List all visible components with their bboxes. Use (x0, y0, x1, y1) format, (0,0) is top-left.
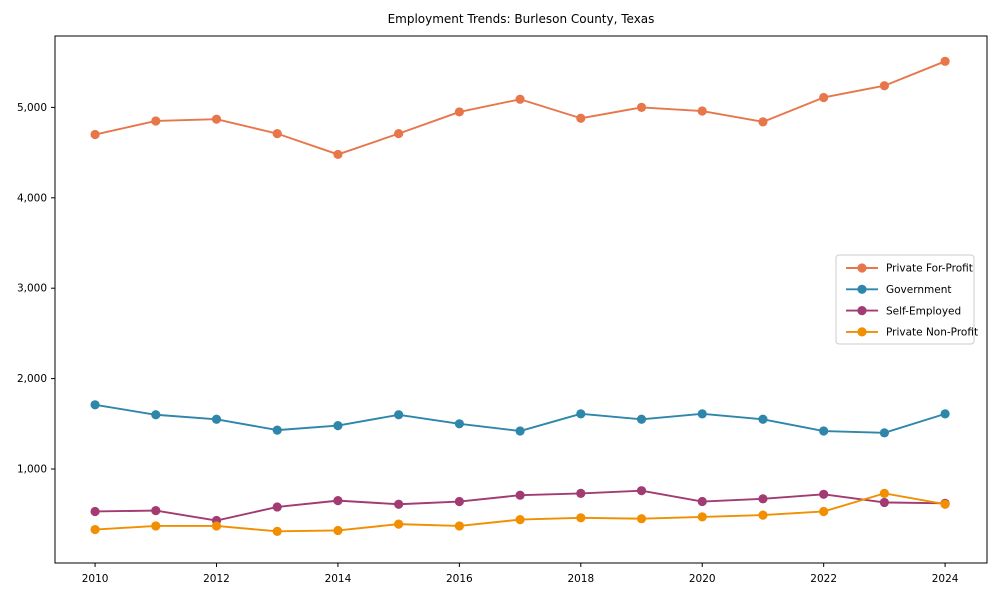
legend-label: Private Non-Profit (886, 327, 978, 339)
data-point (576, 488, 586, 498)
legend-label: Self-Employed (886, 305, 961, 317)
legend-box (835, 254, 975, 345)
legend-label: Private For-Profit (886, 263, 973, 275)
data-point (879, 81, 889, 91)
x-axis-tick-label: 2014 (325, 573, 352, 585)
data-point (819, 506, 829, 517)
data-point (697, 496, 707, 507)
data-point (758, 117, 768, 127)
legend: Private For-Profit Government Self-Employe… (835, 254, 978, 345)
data-point (576, 409, 586, 419)
data-point (758, 494, 768, 504)
data-point (333, 496, 343, 506)
data-point (394, 410, 404, 420)
y-axis-tick-label: 4,000 (17, 192, 47, 204)
x-axis-tick-label: 2024 (932, 573, 959, 585)
data-point (758, 414, 768, 424)
series-line-private-for-profit (94, 60, 947, 156)
data-point (758, 510, 768, 520)
data-point (454, 521, 464, 531)
data-point (697, 512, 707, 522)
data-point (394, 519, 404, 529)
y-axis-tick-label: 2,000 (17, 373, 47, 385)
plot-area: 1,000 2,000 3,000 4,000 5,000 2010 2012 2014 201… (17, 35, 988, 585)
data-point (333, 421, 343, 431)
data-point (879, 497, 889, 508)
data-point (90, 506, 100, 517)
data-point (90, 524, 100, 535)
data-point (515, 426, 525, 436)
legend-item: Government (846, 284, 951, 296)
x-axis-tick-label: 2022 (810, 573, 837, 585)
data-point (515, 490, 525, 500)
x-axis-tick-label: 2018 (567, 573, 594, 585)
data-point (151, 410, 161, 420)
legend-marker (857, 306, 867, 316)
x-axis-tick-label: 2010 (82, 573, 109, 585)
data-point (940, 409, 950, 419)
legend-item: Self-Employed (846, 305, 961, 317)
data-point (636, 514, 647, 524)
data-point (636, 102, 647, 113)
data-point (576, 513, 586, 523)
legend-marker (857, 284, 867, 294)
data-point (940, 499, 950, 509)
data-point (879, 428, 889, 438)
data-point (576, 113, 586, 123)
data-point (151, 521, 161, 531)
data-point (515, 515, 525, 525)
x-axis-tick-label: 2012 (203, 573, 230, 585)
plot-border (54, 35, 988, 564)
data-point (211, 521, 222, 531)
data-point (90, 400, 100, 410)
y-axis-tick-label: 5,000 (17, 102, 47, 114)
data-point (272, 502, 282, 512)
legend-marker (857, 263, 867, 273)
data-point (454, 496, 464, 507)
data-point (819, 92, 829, 103)
data-point (333, 525, 343, 536)
y-axis-tick-label: 1,000 (17, 463, 47, 475)
data-point (151, 116, 161, 126)
data-point (940, 56, 950, 66)
data-point (879, 488, 889, 498)
data-point (454, 419, 464, 429)
legend-item: Private For-Profit (846, 263, 973, 275)
data-point (272, 526, 282, 536)
data-point (394, 499, 404, 509)
data-point (636, 486, 647, 496)
data-point (697, 409, 707, 419)
chart-title: Employment Trends: Burleson County, Texa… (388, 12, 655, 26)
legend-marker (857, 327, 867, 337)
data-point (211, 414, 222, 424)
data-point (454, 107, 464, 117)
data-point (272, 129, 282, 139)
legend-item: Private Non-Profit (846, 327, 978, 339)
data-point (819, 426, 829, 436)
data-point (819, 489, 829, 499)
data-point (515, 94, 525, 104)
data-point (636, 414, 647, 424)
y-axis-tick-label: 3,000 (17, 283, 47, 295)
data-point (394, 129, 404, 139)
x-axis-tick-label: 2020 (689, 573, 716, 585)
data-point (333, 149, 343, 160)
data-point (90, 129, 100, 140)
data-point (697, 106, 707, 116)
data-point (272, 425, 282, 435)
x-axis-tick-label: 2016 (446, 573, 473, 585)
data-point (151, 505, 161, 516)
data-point (211, 114, 222, 124)
legend-label: Government (886, 284, 951, 296)
